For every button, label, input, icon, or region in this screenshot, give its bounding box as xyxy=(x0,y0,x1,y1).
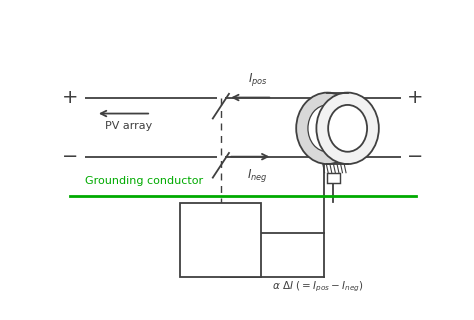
Bar xyxy=(327,173,340,182)
Text: electronics: electronics xyxy=(192,248,249,258)
Text: $I_{neg}$: $I_{neg}$ xyxy=(247,166,268,184)
Ellipse shape xyxy=(296,92,359,164)
Text: −: − xyxy=(407,147,424,166)
Text: control: control xyxy=(203,233,239,243)
Bar xyxy=(181,204,261,277)
Text: $I_{pos}$: $I_{pos}$ xyxy=(248,71,267,88)
Text: +: + xyxy=(62,88,79,107)
Text: Grounding conductor: Grounding conductor xyxy=(85,176,203,186)
Ellipse shape xyxy=(308,105,347,152)
Text: $\alpha\ \Delta I\ (= I_{pos}-I_{neg})$: $\alpha\ \Delta I\ (= I_{pos}-I_{neg})$ xyxy=(272,280,364,294)
Text: −: − xyxy=(62,147,79,166)
Ellipse shape xyxy=(328,105,367,152)
Text: PV array: PV array xyxy=(105,121,153,131)
Text: Relay with: Relay with xyxy=(194,218,248,228)
Ellipse shape xyxy=(316,92,379,164)
Text: +: + xyxy=(407,88,424,107)
